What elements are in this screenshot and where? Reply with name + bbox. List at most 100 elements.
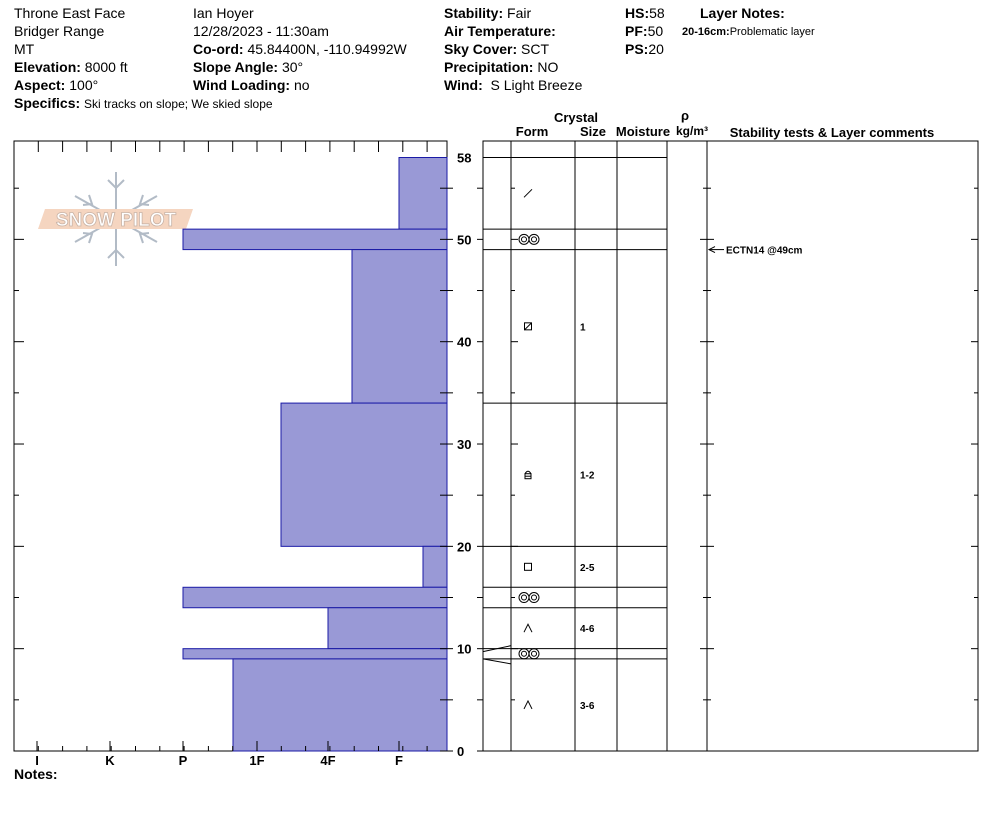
hardness-bar (351, 249, 448, 404)
notes-heading: Notes: (14, 766, 58, 782)
observer-name: Ian Hoyer (193, 5, 254, 21)
hardness-tick-label: 1F (249, 753, 264, 768)
stability-header: Stability tests & Layer comments (730, 125, 934, 140)
hardness-bar (182, 586, 448, 609)
specifics-label: Specifics: (14, 95, 81, 111)
form-header: Form (516, 124, 549, 139)
layer-note: 20-16cm:Problematic layer (682, 23, 815, 41)
rounding-facet-icon (524, 470, 532, 480)
melt-form-icon (518, 233, 540, 245)
hardness-bar (182, 648, 448, 660)
stability-field: Stability: Fair (444, 4, 531, 22)
hardness-bar (182, 228, 448, 251)
pf-label: PF: (625, 23, 648, 39)
crystal-size: 1 (580, 322, 586, 333)
wind-loading-field: Wind Loading: no (193, 76, 310, 94)
ring (528, 233, 540, 245)
sky-field: Sky Cover: SCT (444, 40, 549, 58)
layer-connector (482, 645, 512, 653)
aspect-value: 100° (69, 77, 99, 93)
aspect-field: Aspect: 100° (14, 76, 98, 94)
size-header: Size (580, 124, 606, 139)
depth-tick-label: 0 (457, 744, 464, 759)
ring (531, 236, 537, 243)
ring (518, 233, 530, 245)
depth-tick-label: 30 (457, 437, 471, 452)
range-name: Bridger Range (14, 23, 105, 39)
wind-value: S Light Breeze (490, 77, 583, 93)
density-unit: kg/m³ (676, 124, 708, 138)
precip-particle-icon (523, 188, 533, 198)
ring (518, 648, 530, 660)
depth-tick-label: 50 (457, 232, 471, 247)
elevation-field: Elevation: 8000 ft (14, 58, 128, 76)
melt-form-icon (518, 592, 540, 604)
precip-label: Precipitation: (444, 59, 534, 75)
location-name: Throne East Face (14, 5, 126, 21)
air-temp-label: Air Temperature: (444, 23, 556, 39)
crystal-size: 2-5 (580, 563, 595, 574)
hardness-tick-label: 4F (320, 753, 335, 768)
wind-loading-value: no (293, 77, 310, 93)
hardness-tick-label: F (395, 753, 403, 768)
slash-stroke (523, 188, 533, 198)
crystal-table-frame (482, 140, 979, 752)
stability-value: Fair (507, 5, 532, 21)
aspect-label: Aspect: (14, 77, 66, 93)
hardness-bar (232, 658, 448, 752)
pf-value: 50 (647, 23, 664, 39)
specifics-value: Ski tracks on slope; We skied slope (84, 97, 273, 111)
precip-value: NO (537, 59, 559, 75)
caret (523, 699, 533, 710)
elevation-label: Elevation: (14, 59, 81, 75)
layer-note-text: Problematic layer (729, 26, 815, 38)
caret (523, 623, 533, 633)
stability-label: Stability: (444, 5, 504, 21)
slope-field: Slope Angle: 30° (193, 58, 303, 76)
ring (528, 592, 540, 604)
logo-text: SNOW PILOT (56, 210, 177, 231)
mixed-form-icon (524, 322, 532, 331)
ring (531, 650, 537, 657)
hs-value: 58 (649, 5, 665, 21)
hardness-bar (280, 402, 448, 547)
ps-label: PS: (625, 41, 649, 57)
square (524, 322, 532, 331)
sky-label: Sky Cover: (444, 41, 518, 57)
ring (521, 650, 527, 657)
hardness-bar (422, 545, 448, 588)
crystal-header: Crystal (554, 110, 598, 125)
depth-tick-label: 10 (457, 642, 471, 657)
layer-note-range: 20-16cm: (682, 26, 730, 38)
wind-field: Wind: S Light Breeze (444, 76, 582, 94)
depth-hoar-icon (523, 699, 533, 710)
ps-field: PS:20 (625, 40, 664, 58)
slope-value: 30° (281, 59, 304, 75)
depth-tick-label: 58 (457, 151, 471, 166)
crystal-size: 4-6 (580, 624, 595, 635)
ring (518, 592, 530, 604)
layer-connector (482, 658, 512, 665)
logo-banner (38, 209, 193, 229)
coord-value: 45.84400N, -110.94992W (247, 41, 407, 57)
ps-value: 20 (648, 41, 664, 57)
ring (521, 236, 527, 243)
coord-label: Co-ord: (193, 41, 244, 57)
hs-label: HS: (625, 5, 650, 21)
test-arrow-head (707, 246, 716, 254)
square (524, 562, 532, 571)
sky-value: SCT (521, 41, 550, 57)
crystal-size: 1-2 (580, 471, 595, 482)
layer-notes-heading: Layer Notes: (700, 5, 785, 21)
ring (521, 594, 527, 601)
density-symbol: ρ (681, 108, 689, 123)
facet-icon (524, 562, 532, 571)
elevation-value: 8000 ft (84, 59, 128, 75)
specifics-field: Specifics: Ski tracks on slope; We skied… (14, 94, 273, 113)
arc (524, 470, 532, 474)
wind-label: Wind: (444, 77, 483, 93)
crystal-size: 3-6 (580, 701, 595, 712)
moisture-header: Moisture (616, 124, 670, 139)
precip-field: Precipitation: NO (444, 58, 558, 76)
hardness-tick-label: I (35, 753, 39, 768)
